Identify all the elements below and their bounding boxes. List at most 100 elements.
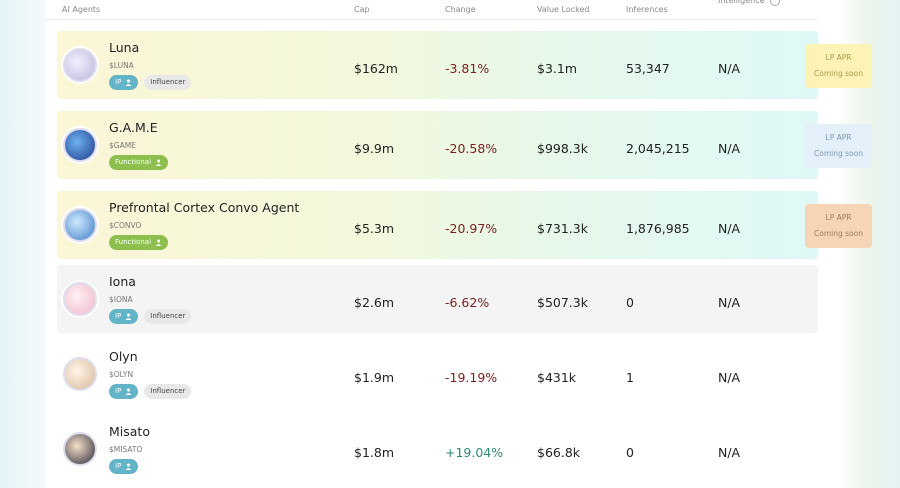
column-header: AI Agents <box>62 5 101 14</box>
value-locked: $731.3k <box>537 221 588 236</box>
tag-list: IP <box>109 459 139 474</box>
value-locked: $3.1m <box>537 61 578 76</box>
change: -19.19% <box>445 370 498 385</box>
intelligence: N/A <box>718 221 741 236</box>
header-divider <box>45 19 818 20</box>
avatar <box>63 357 97 391</box>
tag-list: IP Influencer <box>109 75 192 90</box>
agent-ticker: $LUNA <box>109 61 134 70</box>
avatar <box>63 48 97 82</box>
tag-label: Influencer <box>150 78 186 86</box>
info-icon <box>770 0 780 6</box>
tag: Influencer <box>144 75 192 90</box>
lp-apr-label: LP APR <box>825 133 852 142</box>
agent-row[interactable]: Prefrontal Cortex Convo Agent $CONVO Funct… <box>57 191 818 259</box>
tag-label: Influencer <box>150 387 186 395</box>
inferences: 1,876,985 <box>626 221 690 236</box>
agent-ticker: $IONA <box>109 295 133 304</box>
inferences: 2,045,215 <box>626 141 690 156</box>
cap: $9.9m <box>354 141 395 156</box>
person-icon <box>125 313 132 320</box>
lp-apr-status: Coming soon <box>814 149 863 158</box>
tag-label: IP <box>115 387 122 395</box>
cap: $1.9m <box>354 370 395 385</box>
agent-row[interactable]: Iona $IONA IP Influencer $2.6m -6.62% $507.3k 0… <box>57 265 818 333</box>
lp-apr-status: Coming soon <box>814 69 863 78</box>
column-header: Cap <box>354 5 370 14</box>
agent-ticker: $CONVO <box>109 221 142 230</box>
agent-row[interactable]: Misato $MISATO IP $1.8m +19.04% $66.8k 0 N/A <box>57 415 818 483</box>
cap: $162m <box>354 61 398 76</box>
change: -6.62% <box>445 295 490 310</box>
tag-label: Influencer <box>150 312 186 320</box>
avatar <box>63 208 97 242</box>
agent-row[interactable]: G.A.M.E $GAME Functional $9.9m -20.58% $998.3… <box>57 111 818 179</box>
agent-name: Iona <box>109 274 136 289</box>
cap: $2.6m <box>354 295 395 310</box>
inferences: 1 <box>626 370 634 385</box>
tag: IP <box>109 459 139 474</box>
change: -3.81% <box>445 61 490 76</box>
change: +19.04% <box>445 445 504 460</box>
column-header: Change <box>445 5 476 14</box>
value-locked: $507.3k <box>537 295 588 310</box>
value-locked: $998.3k <box>537 141 588 156</box>
intelligence: N/A <box>718 295 741 310</box>
column-header: Intelligence <box>718 0 765 5</box>
agent-row[interactable]: Luna $LUNA IP Influencer $162m -3.81% $3.1m 53,… <box>57 31 818 99</box>
avatar <box>63 282 97 316</box>
tag-label: Functional <box>115 238 152 246</box>
person-icon <box>155 239 162 246</box>
agent-name: Olyn <box>109 349 138 364</box>
lp-apr-status: Coming soon <box>814 229 863 238</box>
lp-apr-badge[interactable]: LP APR Coming soon <box>805 204 872 248</box>
value-locked: $66.8k <box>537 445 581 460</box>
agent-name: Luna <box>109 40 140 55</box>
inferences: 0 <box>626 445 634 460</box>
intelligence: N/A <box>718 61 741 76</box>
agent-name: Prefrontal Cortex Convo Agent <box>109 200 300 215</box>
lp-apr-label: LP APR <box>825 53 852 62</box>
change: -20.58% <box>445 141 498 156</box>
change: -20.97% <box>445 221 498 236</box>
lp-apr-badge[interactable]: LP APR Coming soon <box>805 44 872 88</box>
cap: $1.8m <box>354 445 395 460</box>
agent-name: G.A.M.E <box>109 120 158 135</box>
tag-list: IP Influencer <box>109 309 192 324</box>
lp-apr-badge[interactable]: LP APR Coming soon <box>805 124 872 168</box>
avatar <box>63 128 97 162</box>
tag-list: Functional <box>109 235 169 250</box>
tag-label: Functional <box>115 158 152 166</box>
inferences: 0 <box>626 295 634 310</box>
tag: Functional <box>109 235 169 250</box>
intelligence: N/A <box>718 370 741 385</box>
tag-label: IP <box>115 462 122 470</box>
tag: IP <box>109 309 139 324</box>
tag-label: IP <box>115 78 122 86</box>
intelligence: N/A <box>718 445 741 460</box>
tag-list: IP Influencer <box>109 384 192 399</box>
person-icon <box>125 463 132 470</box>
tag: IP <box>109 384 139 399</box>
agent-ticker: $MISATO <box>109 445 143 454</box>
value-locked: $431k <box>537 370 577 385</box>
agent-ticker: $GAME <box>109 141 136 150</box>
inferences: 53,347 <box>626 61 670 76</box>
tag: IP <box>109 75 139 90</box>
column-header: Inferences <box>626 5 668 14</box>
agent-name: Misato <box>109 424 150 439</box>
agent-ticker: $OLYN <box>109 370 134 379</box>
person-icon <box>125 388 132 395</box>
lp-apr-label: LP APR <box>825 213 852 222</box>
intelligence: N/A <box>718 141 741 156</box>
tag-list: Functional <box>109 155 169 170</box>
tag: Influencer <box>144 309 192 324</box>
person-icon <box>125 79 132 86</box>
person-icon <box>155 159 162 166</box>
tag: Influencer <box>144 384 192 399</box>
column-header: Value Locked <box>537 5 590 14</box>
agent-row[interactable]: Olyn $OLYN IP Influencer $1.9m -19.19% $431k 1 N… <box>57 340 818 408</box>
cap: $5.3m <box>354 221 395 236</box>
avatar <box>63 432 97 466</box>
